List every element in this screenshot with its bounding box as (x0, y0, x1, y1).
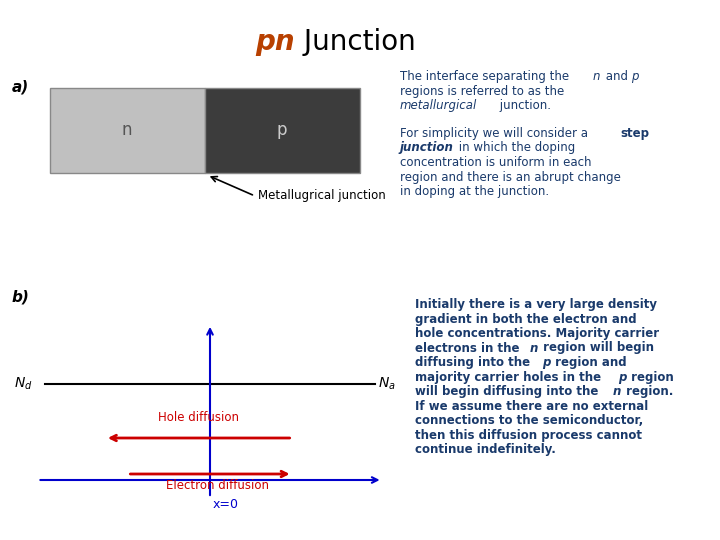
Text: will begin diffusing into the: will begin diffusing into the (415, 385, 603, 398)
Text: junction: junction (400, 141, 454, 154)
Bar (50, 88, 205, 173)
Text: in doping at the junction.: in doping at the junction. (400, 185, 549, 198)
Text: gradient in both the electron and: gradient in both the electron and (415, 313, 636, 326)
Text: diffusing into the: diffusing into the (415, 356, 534, 369)
Text: and: and (602, 70, 631, 83)
Text: The interface separating the: The interface separating the (400, 70, 573, 83)
Text: $N_d$: $N_d$ (14, 376, 33, 392)
Text: then this diffusion process cannot: then this diffusion process cannot (415, 429, 642, 442)
Text: a): a) (12, 80, 30, 95)
Text: Junction: Junction (295, 28, 415, 56)
Text: n: n (530, 341, 539, 354)
Text: b): b) (12, 290, 30, 305)
Text: n: n (613, 385, 621, 398)
Text: p: p (631, 70, 639, 83)
Text: continue indefinitely.: continue indefinitely. (415, 443, 556, 456)
Text: in which the doping: in which the doping (455, 141, 575, 154)
Text: Metallugrical junction: Metallugrical junction (258, 190, 386, 202)
Text: Hole diffusion: Hole diffusion (158, 411, 238, 424)
Text: concentration is uniform in each: concentration is uniform in each (400, 156, 592, 169)
Text: p: p (618, 370, 626, 383)
Text: regions is referred to as the: regions is referred to as the (400, 84, 564, 98)
Text: hole concentrations. Majority carrier: hole concentrations. Majority carrier (415, 327, 659, 340)
Text: region will begin: region will begin (539, 341, 654, 354)
Text: If we assume there are no external: If we assume there are no external (415, 400, 648, 413)
Text: region.: region. (622, 385, 673, 398)
Text: electrons in the: electrons in the (415, 341, 523, 354)
Bar (205, 88, 360, 173)
Text: p: p (276, 121, 287, 139)
Text: region and there is an abrupt change: region and there is an abrupt change (400, 171, 621, 184)
Text: n: n (122, 121, 132, 139)
Text: connections to the semiconductor,: connections to the semiconductor, (415, 414, 643, 427)
Text: p: p (542, 356, 550, 369)
Text: Initially there is a very large density: Initially there is a very large density (415, 298, 657, 311)
Text: metallurgical: metallurgical (400, 99, 477, 112)
Text: pn: pn (255, 28, 294, 56)
Text: junction.: junction. (496, 99, 551, 112)
Text: region: region (627, 370, 674, 383)
Text: For simplicity we will consider a: For simplicity we will consider a (400, 127, 592, 140)
Text: region and: region and (551, 356, 626, 369)
Text: Electron diffusion: Electron diffusion (166, 479, 269, 492)
Text: step: step (620, 127, 649, 140)
Text: $N_a$: $N_a$ (378, 376, 396, 392)
Text: x=0: x=0 (213, 498, 239, 511)
Text: majority carrier holes in the: majority carrier holes in the (415, 370, 606, 383)
Text: n: n (593, 70, 600, 83)
